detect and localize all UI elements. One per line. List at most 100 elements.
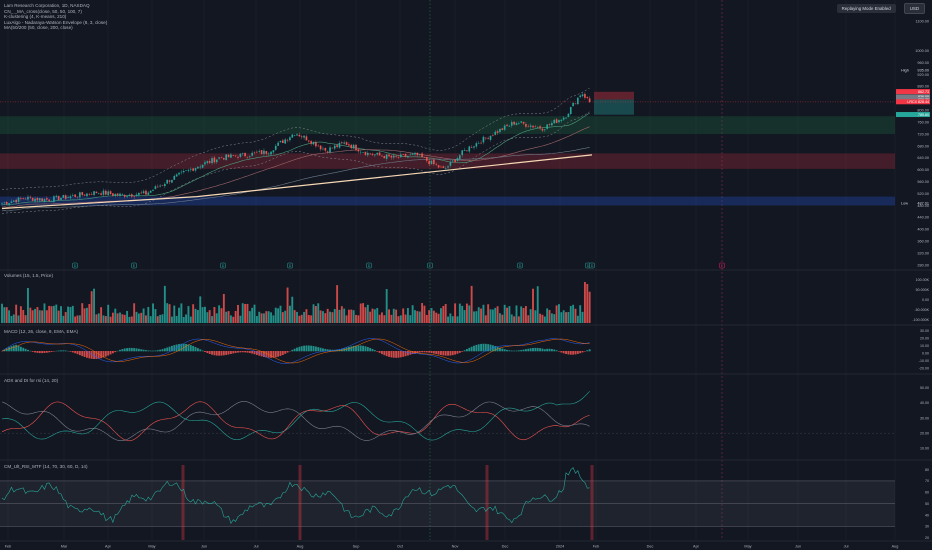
candle-body [581, 94, 584, 97]
volume-bar [17, 315, 20, 323]
volume-bar [435, 312, 438, 323]
macd-histogram-bar [381, 351, 383, 355]
legend-indicator-1[interactable]: CN_ _MA_cross(close, 50, 50, 100, 7) [4, 8, 82, 14]
macd-histogram-bar [484, 343, 487, 352]
legend-indicator-3[interactable]: LuxAlgo - Nadaraya-Watson Envelope (8, 3… [4, 19, 108, 25]
volume-pane-title[interactable]: Volumes (15, 1.5, Price) [4, 273, 54, 278]
macd-histogram-bar [194, 346, 197, 352]
volume-bar [300, 314, 303, 323]
candle-body [362, 152, 364, 153]
volume-bar [182, 316, 185, 323]
volume-bar [322, 311, 324, 323]
volume-bar [522, 308, 525, 323]
macd-histogram-bar [555, 350, 558, 352]
future-event-flag-label: E [721, 264, 724, 268]
candle-body [53, 196, 55, 202]
macd-histogram-bar [213, 351, 216, 356]
volume-bar [517, 316, 520, 323]
volume-bar [381, 312, 383, 323]
candle-body [67, 197, 69, 198]
time-axis-label: Jul [254, 545, 259, 549]
volume-bar [345, 315, 348, 323]
volume-bar [293, 310, 296, 323]
volume-bar [175, 315, 178, 323]
volume-bar [482, 304, 485, 323]
volume-bar [560, 312, 563, 323]
volume-bar [392, 308, 395, 323]
event-flag-label: D [289, 264, 292, 268]
macd-histogram-bar [152, 350, 154, 352]
macd-histogram-bar [272, 351, 275, 358]
volume-bar [536, 286, 539, 323]
macd-histogram-bar [69, 351, 72, 352]
macd-histogram-bar [81, 351, 84, 357]
time-axis-label: Aug [892, 545, 899, 549]
candle-body [395, 156, 397, 157]
macd-histogram-bar [456, 351, 459, 354]
candle-body [149, 190, 152, 193]
candle-body [539, 126, 541, 129]
volume-bar [31, 310, 34, 323]
candle-body [508, 125, 511, 127]
currency-button[interactable]: USD [903, 3, 925, 14]
candle-body [199, 166, 202, 168]
macd-pane-title[interactable]: MACD (12, 26, close, 9, EMA, EMA) [4, 329, 79, 334]
candle-body [128, 194, 131, 197]
macd-histogram-bar [572, 351, 575, 355]
macd-histogram-bar [178, 344, 180, 352]
macd-histogram-bar [109, 351, 112, 355]
volume-bar [263, 313, 265, 323]
candles [1, 92, 591, 207]
volume-bar [277, 308, 280, 323]
rsi-pane-title[interactable]: CM_Ult_RSI_MTF (14, 70, 30, 60, D, 14) [4, 464, 88, 469]
candle-body [440, 166, 442, 168]
volume-bar [451, 316, 454, 323]
legend-indicator-2[interactable]: K-clustering (4, K-means, 210) [4, 14, 67, 20]
volume-bar [154, 309, 157, 323]
macd-histogram-bar [369, 347, 372, 352]
volume-bar [38, 310, 41, 323]
volume-bar [465, 303, 468, 323]
macd-histogram-bar [15, 344, 18, 352]
rsi-axis-label: 80 [925, 468, 929, 472]
legend-indicator-4[interactable]: MA(50/200 (50, close, 200, close) [4, 25, 73, 31]
price-axis-label: 440.00 [917, 216, 929, 220]
adx-pane-title[interactable]: ADX and DI for rsi (14, 20) [4, 378, 59, 383]
volume-bar [550, 313, 553, 323]
adx-axis-label: 20.00 [920, 432, 929, 436]
macd-histogram-bar [121, 349, 124, 352]
candle-body [171, 179, 173, 183]
macd-line [1, 338, 590, 364]
time-axis-label: Jul [844, 545, 849, 549]
volume-bar [473, 311, 475, 323]
candle-body [515, 123, 518, 126]
candle-body [345, 142, 348, 145]
event-flag-label: E [133, 264, 136, 268]
macd-histogram-bar [454, 351, 457, 355]
volume-bar [548, 310, 551, 323]
volume-bar [397, 316, 400, 323]
macd-histogram-bar [27, 349, 29, 352]
volume-bar [215, 313, 218, 323]
macd-histogram-bar [296, 347, 298, 352]
macd-histogram-bar [41, 351, 44, 354]
candle-body [350, 144, 353, 149]
replay-mode-badge[interactable]: Replaying Mode Enabled [836, 4, 896, 13]
candle-body [133, 196, 135, 197]
volume-bar [404, 314, 407, 323]
candle-body [300, 136, 303, 138]
candle-body [456, 158, 459, 162]
candle-body [546, 124, 548, 129]
price-tag-text: LRCX 828.44 [907, 100, 929, 104]
event-flag-label: D [519, 264, 522, 268]
macd-histogram-bar [496, 346, 499, 352]
macd-histogram-bar [520, 350, 523, 352]
candle-body [572, 102, 574, 107]
volume-bar [468, 305, 471, 323]
volume-bar [539, 313, 542, 323]
price-axis-label: 560.00 [917, 180, 929, 184]
ma-fast [1, 112, 590, 206]
price-axis-label: 480.00 [917, 204, 929, 208]
candle-body [553, 119, 556, 124]
